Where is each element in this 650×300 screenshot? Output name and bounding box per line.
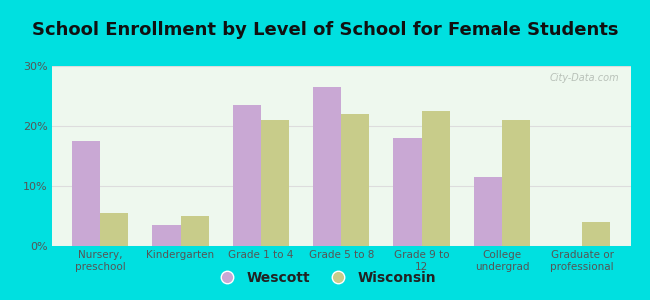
- Bar: [582, 222, 610, 246]
- Bar: [341, 114, 369, 246]
- Bar: [313, 87, 341, 246]
- Bar: [153, 225, 181, 246]
- Bar: [502, 120, 530, 246]
- Bar: [72, 141, 100, 246]
- Bar: [181, 216, 209, 246]
- Bar: [233, 105, 261, 246]
- Bar: [100, 213, 128, 246]
- Bar: [422, 111, 450, 246]
- Bar: [474, 177, 502, 246]
- Bar: [261, 120, 289, 246]
- Bar: [393, 138, 422, 246]
- Legend: Wescott, Wisconsin: Wescott, Wisconsin: [208, 265, 442, 290]
- Text: City-Data.com: City-Data.com: [549, 73, 619, 83]
- Text: School Enrollment by Level of School for Female Students: School Enrollment by Level of School for…: [32, 21, 618, 39]
